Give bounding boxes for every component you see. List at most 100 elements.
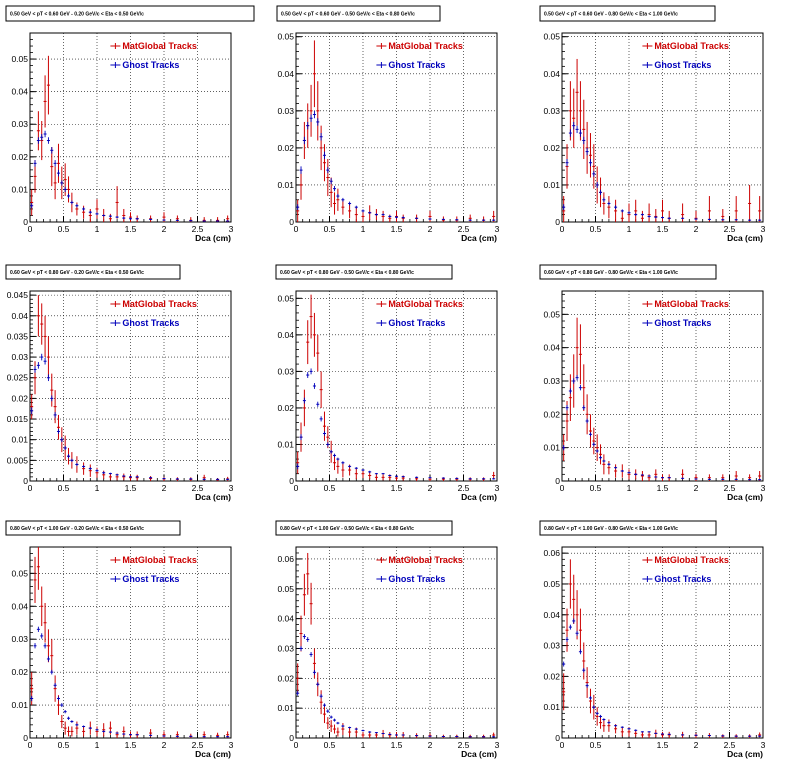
legend-matglobal: MatGlobal Tracks — [388, 555, 463, 565]
chart-title: 0.60 GeV < pT < 0.80 GeV - 0.50 GeV/c < … — [280, 270, 414, 276]
legend-matglobal: MatGlobal Tracks — [654, 555, 729, 565]
chart-title: 0.60 GeV < pT < 0.80 GeV - 0.20 GeV/c < … — [10, 270, 144, 276]
chart-panel-4: 0.60 GeV < pT < 0.80 GeV - 0.20 GeV/c < … — [5, 264, 234, 502]
chart-panel-6: 0.60 GeV < pT < 0.80 GeV - 0.80 GeV/c < … — [539, 264, 766, 502]
series-ghost — [30, 353, 230, 481]
y-tick-label: 0 — [289, 217, 294, 227]
x-tick-label: 0 — [28, 740, 33, 750]
x-tick-label: 1 — [361, 483, 366, 493]
x-tick-label: 2.5 — [192, 483, 204, 493]
series-ghost — [562, 375, 762, 481]
y-tick-label: 0.025 — [7, 373, 29, 383]
series-ghost — [296, 110, 496, 221]
y-tick-label: 0.04 — [543, 343, 560, 353]
x-tick-label: 0 — [28, 224, 33, 234]
series-ghost — [562, 121, 762, 221]
x-tick-label: 2.5 — [192, 224, 204, 234]
x-tick-label: 1 — [627, 224, 632, 234]
series-ghost — [296, 634, 496, 738]
chart-title-box — [539, 520, 717, 536]
legend-matglobal: MatGlobal Tracks — [122, 555, 197, 565]
legend-matglobal: MatGlobal Tracks — [654, 41, 729, 51]
chart-title-box — [275, 520, 453, 536]
series-ghost — [296, 368, 496, 480]
legend-ghost: Ghost Tracks — [654, 574, 711, 584]
x-tick-label: 0.5 — [324, 224, 336, 234]
x-tick-label: 0 — [560, 740, 565, 750]
x-axis-label: Dca (cm) — [195, 492, 231, 502]
y-tick-label: 0.02 — [277, 143, 294, 153]
y-tick-label: 0.05 — [11, 568, 28, 578]
x-tick-label: 0.5 — [58, 483, 70, 493]
x-tick-label: 1 — [361, 224, 366, 234]
y-tick-label: 0.02 — [277, 673, 294, 683]
x-tick-label: 3 — [229, 483, 234, 493]
x-tick-label: 3 — [495, 483, 500, 493]
y-tick-label: 0.03 — [543, 376, 560, 386]
y-tick-label: 0.01 — [277, 180, 294, 190]
x-tick-label: 0.5 — [58, 740, 70, 750]
y-tick-label: 0.04 — [11, 601, 28, 611]
y-tick-label: 0.04 — [277, 330, 294, 340]
x-tick-label: 1.5 — [125, 483, 137, 493]
y-tick-label: 0.01 — [543, 443, 560, 453]
chart-title: 0.60 GeV < pT < 0.80 GeV - 0.80 GeV/c < … — [544, 270, 678, 276]
y-tick-label: 0.03 — [543, 641, 560, 651]
y-tick-label: 0.03 — [543, 106, 560, 116]
y-tick-label: 0 — [555, 217, 560, 227]
series-matglobal — [30, 547, 230, 738]
x-tick-label: 2 — [428, 483, 433, 493]
x-tick-label: 2 — [162, 483, 167, 493]
y-tick-label: 0 — [23, 476, 28, 486]
x-tick-label: 2.5 — [724, 224, 736, 234]
x-tick-label: 1 — [627, 483, 632, 493]
x-tick-label: 3 — [761, 224, 766, 234]
chart-title-box — [275, 264, 453, 280]
chart-title-box — [5, 264, 181, 280]
series-matglobal — [30, 55, 230, 222]
x-tick-label: 1.5 — [657, 224, 669, 234]
y-tick-label: 0.03 — [277, 643, 294, 653]
x-axis-label: Dca (cm) — [727, 749, 763, 759]
series-ghost — [562, 618, 762, 737]
y-tick-label: 0.02 — [543, 143, 560, 153]
y-tick-label: 0.05 — [277, 293, 294, 303]
y-tick-label: 0.06 — [543, 548, 560, 558]
chart-title-box — [539, 264, 717, 280]
legend-ghost: Ghost Tracks — [654, 60, 711, 70]
y-tick-label: 0.01 — [11, 700, 28, 710]
x-tick-label: 3 — [761, 740, 766, 750]
chart-title: 0.80 GeV < pT < 1.00 GeV - 0.20 GeV/c < … — [10, 526, 144, 532]
y-tick-label: 0.05 — [543, 309, 560, 319]
x-tick-label: 0 — [294, 740, 299, 750]
x-tick-label: 0 — [294, 483, 299, 493]
y-tick-label: 0.01 — [277, 703, 294, 713]
y-tick-label: 0.04 — [277, 614, 294, 624]
y-tick-label: 0.005 — [7, 455, 29, 465]
y-tick-label: 0.05 — [277, 584, 294, 594]
x-tick-label: 0.5 — [324, 483, 336, 493]
x-tick-label: 2 — [694, 483, 699, 493]
x-tick-label: 2.5 — [458, 740, 470, 750]
series-matglobal — [562, 317, 762, 481]
x-tick-label: 0 — [560, 224, 565, 234]
x-tick-label: 3 — [495, 224, 500, 234]
x-tick-label: 2 — [694, 224, 699, 234]
x-tick-label: 1 — [95, 483, 100, 493]
x-tick-label: 1 — [95, 224, 100, 234]
y-tick-label: 0.02 — [277, 403, 294, 413]
x-tick-label: 1.5 — [657, 483, 669, 493]
x-tick-label: 1.5 — [125, 740, 137, 750]
y-tick-label: 0.035 — [7, 331, 29, 341]
series-ghost — [30, 626, 230, 738]
x-tick-label: 3 — [229, 224, 234, 234]
y-tick-label: 0.03 — [11, 352, 28, 362]
x-axis-label: Dca (cm) — [461, 492, 497, 502]
y-tick-label: 0.01 — [11, 184, 28, 194]
chart-title-box — [276, 5, 441, 22]
x-tick-label: 1 — [95, 740, 100, 750]
legend-ghost: Ghost Tracks — [122, 318, 179, 328]
chart-title: 0.50 GeV < pT < 0.60 GeV - 0.50 GeV/c < … — [281, 12, 415, 18]
x-axis-label: Dca (cm) — [727, 492, 763, 502]
x-tick-label: 0.5 — [590, 483, 602, 493]
